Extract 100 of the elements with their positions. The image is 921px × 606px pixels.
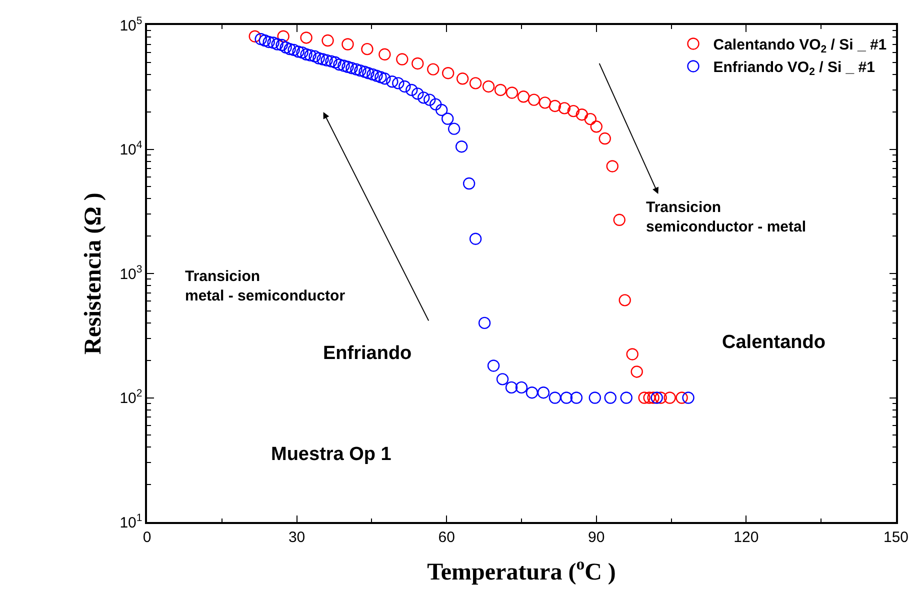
point (548, 100, 562, 112)
point (333, 58, 346, 71)
point (406, 84, 418, 96)
point (412, 57, 424, 70)
point (312, 52, 325, 64)
point (362, 67, 374, 80)
x-tick-label: 30 (288, 528, 306, 546)
point (304, 49, 316, 62)
point (590, 120, 602, 133)
x-tick-label: 0 (142, 528, 152, 546)
point (288, 44, 300, 56)
x-tick-label: 60 (438, 528, 455, 546)
point (370, 70, 383, 82)
point (378, 48, 391, 60)
x-tick-label: 150 (883, 528, 909, 546)
point (398, 80, 411, 93)
point (570, 392, 583, 404)
y-tick-label: 10$^{4}$ (120, 139, 142, 158)
point (537, 386, 550, 399)
point (436, 104, 448, 116)
point (342, 60, 354, 73)
point (620, 392, 632, 404)
point (325, 55, 338, 68)
point (676, 392, 688, 404)
point (262, 36, 275, 48)
annotation: Enfriando (323, 343, 412, 364)
point (469, 232, 482, 245)
point (424, 94, 436, 106)
point (588, 392, 601, 404)
annotation: Muestra Op 1 (271, 444, 392, 465)
annotation: Transicion metal - semiconductor (185, 268, 346, 304)
point (396, 53, 408, 66)
point (638, 392, 650, 404)
point (538, 96, 552, 109)
point (277, 30, 290, 42)
point (576, 108, 588, 121)
point (515, 381, 528, 394)
point (496, 373, 509, 386)
point (478, 316, 491, 330)
point (455, 140, 468, 153)
point (392, 77, 404, 90)
point (366, 68, 379, 81)
point (346, 62, 358, 74)
point (427, 63, 440, 76)
legend-label: Calentando VO$_{2}$ / Si _ #1 (713, 36, 887, 56)
point (296, 46, 308, 59)
point (284, 42, 296, 56)
point (462, 177, 476, 190)
y-tick-label: 10$^{1}$ (120, 512, 142, 532)
point (374, 71, 387, 84)
point (643, 392, 656, 404)
point (329, 56, 342, 68)
annotation: Calentando (722, 332, 826, 353)
point (584, 112, 597, 126)
point (598, 132, 611, 145)
point (456, 72, 469, 85)
y-tick-label: 10$^{2}$ (120, 388, 142, 407)
point (630, 366, 643, 378)
point (526, 386, 538, 399)
point (567, 104, 580, 118)
point (442, 67, 454, 80)
point (418, 92, 430, 104)
point (442, 112, 454, 125)
point (361, 42, 374, 56)
point (487, 360, 500, 372)
point (354, 64, 366, 77)
point (358, 66, 371, 78)
point (316, 53, 329, 66)
point (300, 48, 312, 60)
point (320, 54, 333, 66)
annotation: Transicion semiconductor - metal (646, 199, 806, 236)
point (276, 38, 288, 52)
point (647, 392, 660, 404)
point (280, 41, 292, 54)
point (258, 34, 271, 47)
point (650, 392, 663, 404)
point (558, 102, 571, 114)
point (664, 392, 676, 404)
point (606, 160, 618, 172)
point (308, 50, 321, 62)
x-tick-label: 120 (734, 528, 759, 546)
point (613, 214, 626, 226)
point (548, 392, 562, 404)
y-tick-label: 10$^{3}$ (120, 263, 142, 283)
point (604, 392, 616, 404)
point (482, 80, 495, 93)
point (528, 94, 540, 106)
point (505, 381, 518, 394)
point (618, 294, 631, 306)
point (654, 392, 667, 404)
point (378, 72, 391, 85)
x-tick-label: 90 (588, 528, 605, 546)
x-axis-title: Temperatura ($^{o}$C ) (427, 554, 616, 586)
point (300, 32, 312, 44)
point (292, 46, 304, 58)
point (412, 88, 424, 100)
point (342, 38, 354, 50)
legend-label: Enfriando VO$_{2}$ / Si _ #1 (713, 59, 875, 78)
point (322, 34, 334, 47)
point (248, 30, 261, 42)
